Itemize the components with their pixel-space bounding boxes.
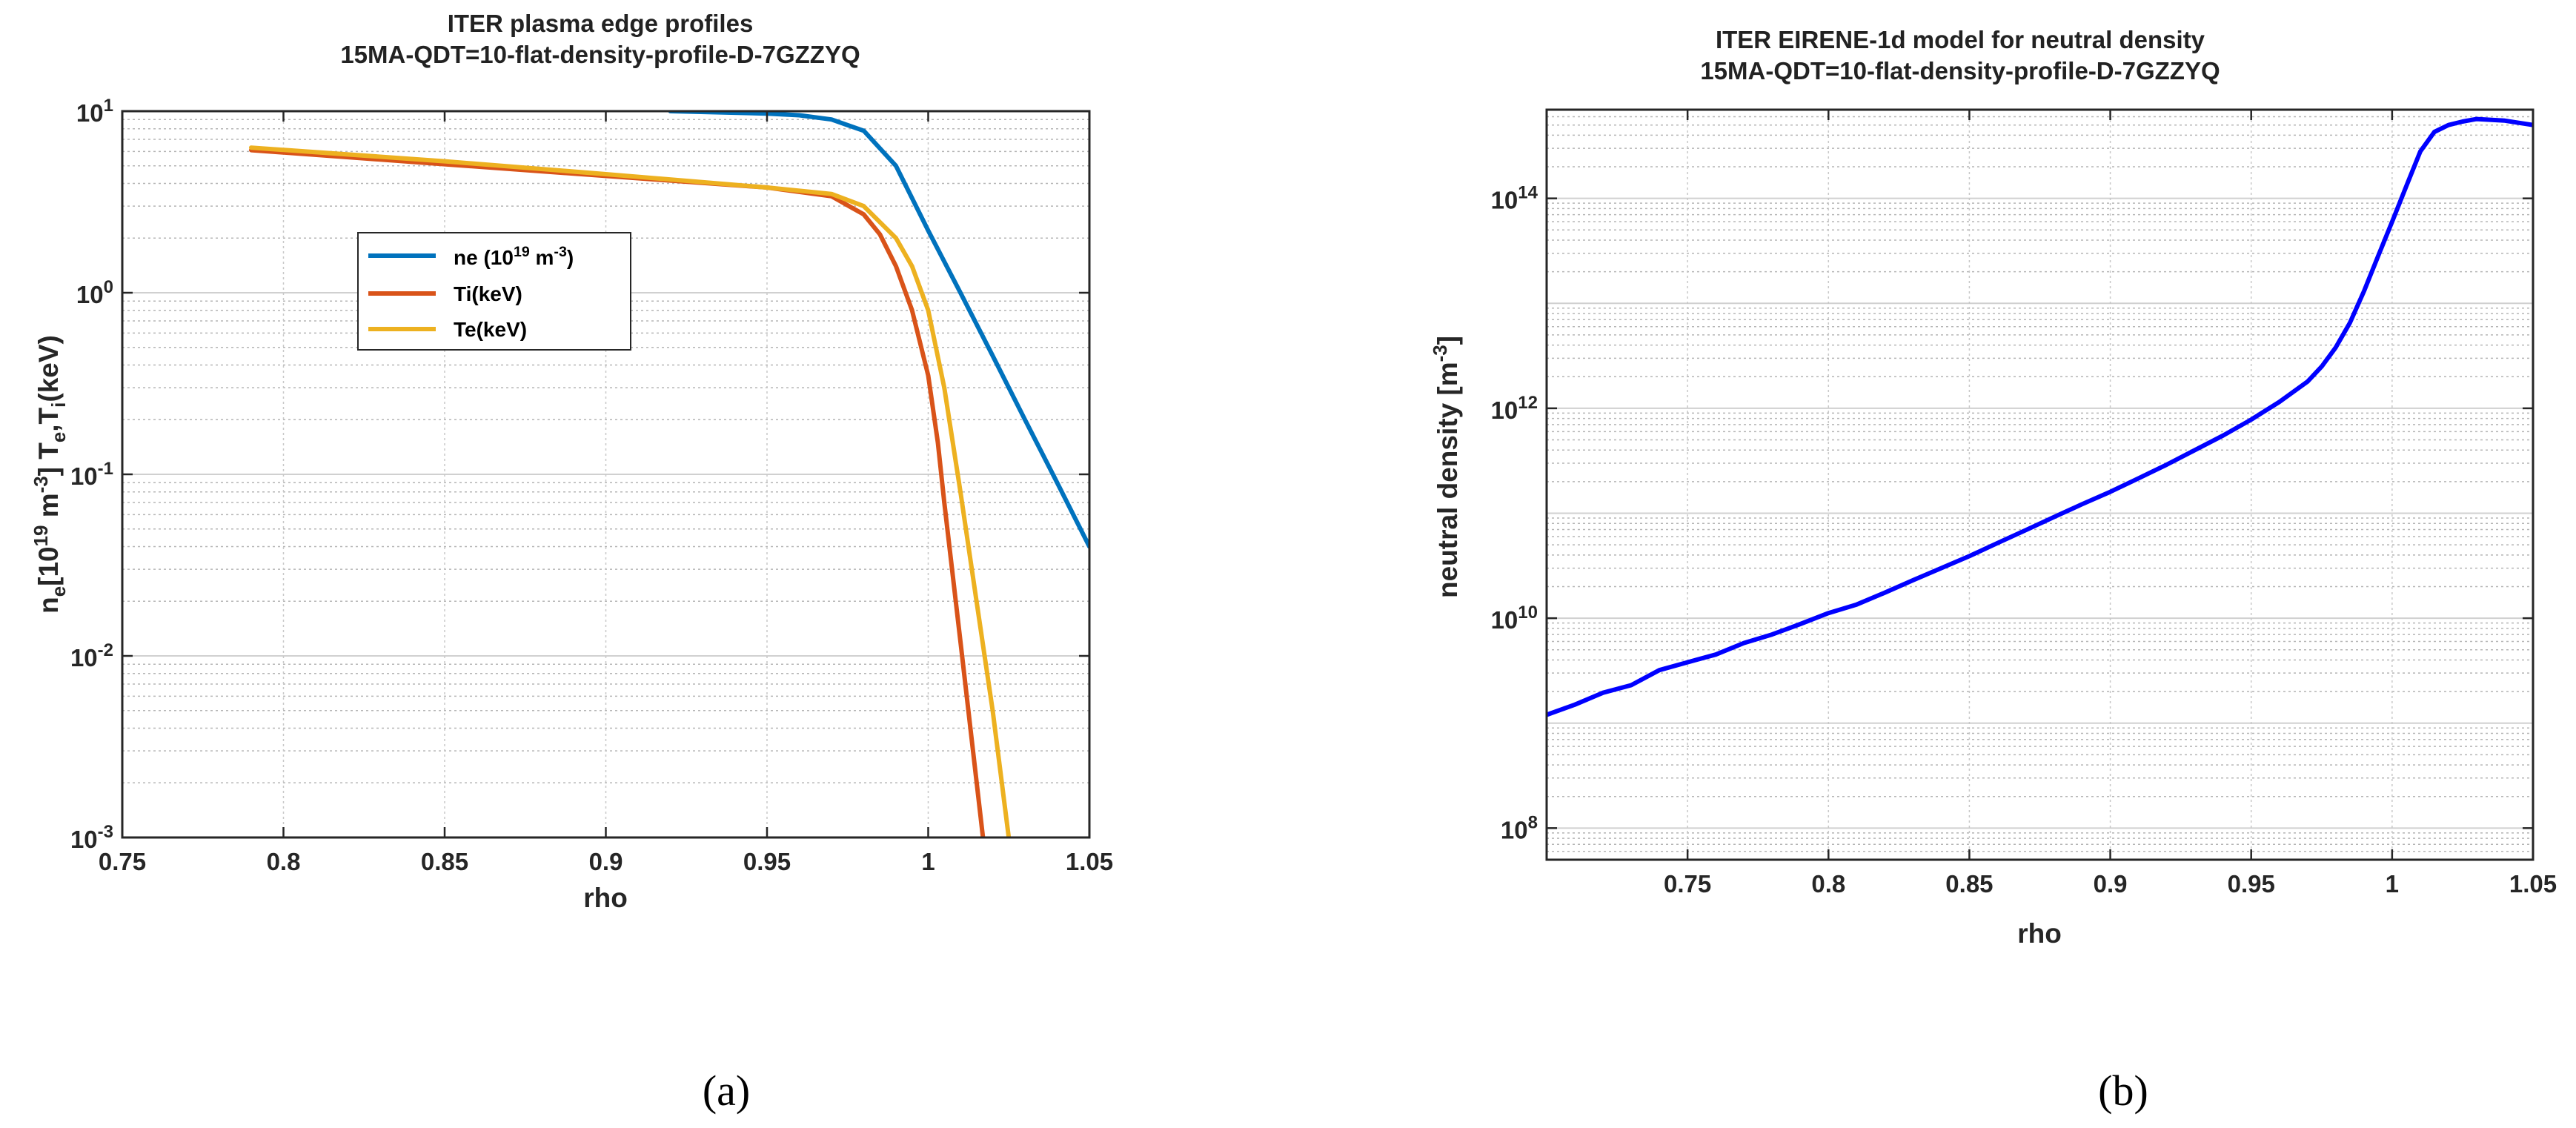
x-tick-label: 0.75 <box>1664 870 1711 898</box>
legend-label-te: Te(keV) <box>454 318 527 341</box>
panel-a-y-tick-labels: 101 100 10-1 10-2 10-3 <box>70 96 113 853</box>
x-tick-label: 0.8 <box>267 848 301 875</box>
y-tick-label: 101 <box>76 96 113 127</box>
panel-b: ITER EIRENE-1d model for neutral density… <box>1430 26 2557 1115</box>
panel-b-x-tick-labels: 0.75 0.8 0.85 0.9 0.95 1 1.05 <box>1664 870 2557 898</box>
panel-b-lines <box>1547 116 2533 717</box>
panel-b-title: ITER EIRENE-1d model for neutral density <box>1716 26 2205 53</box>
panel-b-axes-box <box>1545 108 2534 861</box>
panel-b-subtitle: 15MA-QDT=10-flat-density-profile-D-7GZZY… <box>1700 57 2220 84</box>
panel-b-y-axis-label: neutral density [m-3] <box>1430 336 1463 598</box>
panel-b-x-axis-label: rho <box>2017 918 2062 949</box>
x-tick-label: 1.05 <box>2509 870 2557 898</box>
x-tick-label: 1 <box>2386 870 2399 898</box>
panel-a-x-tick-labels: 0.75 0.8 0.85 0.9 0.95 1 1.05 <box>99 848 1113 875</box>
panel-a-x-axis-label: rho <box>583 883 628 913</box>
x-tick-label: 0.9 <box>2094 870 2128 898</box>
x-tick-label: 0.9 <box>589 848 623 875</box>
y-tick-label: 10-1 <box>70 459 113 490</box>
x-tick-label: 0.85 <box>421 848 468 875</box>
panel-a-caption: (a) <box>703 1066 750 1115</box>
x-tick-label: 1.05 <box>1066 848 1113 875</box>
panel-b-plot-bg <box>1547 110 2533 860</box>
panel-a-ticks <box>121 110 1091 839</box>
panel-b-y-tick-labels: 1014 1012 1010 108 <box>1491 183 1538 844</box>
x-tick-label: 0.95 <box>2228 870 2275 898</box>
y-tick-label: 100 <box>76 277 113 308</box>
y-tick-label: 10-2 <box>70 640 113 671</box>
panel-a-legend: ne (1019 m-3) Ti(keV) Te(keV) <box>357 232 631 351</box>
panel-b-ticks <box>1547 110 2534 860</box>
y-tick-label: 108 <box>1501 812 1538 843</box>
legend-label-ti: Ti(keV) <box>454 282 522 305</box>
panel-a: ITER plasma edge profiles 15MA-QDT=10-fl… <box>31 10 1113 1115</box>
x-tick-label: 0.8 <box>1811 870 1845 898</box>
panel-a-y-axis-label: ne[1019 m-3] Te,Ti(keV) <box>31 335 70 614</box>
y-tick-label: 1012 <box>1491 393 1538 424</box>
panel-b-caption: (b) <box>2098 1066 2148 1115</box>
x-tick-label: 0.85 <box>1945 870 1993 898</box>
legend-label-ne: ne (1019 m-3) <box>454 244 574 269</box>
series-line-ne <box>668 111 1089 549</box>
y-tick-label: 1010 <box>1491 603 1538 634</box>
y-tick-label: 10-3 <box>70 822 113 853</box>
x-tick-label: 1 <box>921 848 935 875</box>
panel-a-lines <box>249 111 1089 837</box>
x-tick-label: 0.75 <box>99 848 146 875</box>
x-tick-label: 0.95 <box>743 848 791 875</box>
panel-a-title: ITER plasma edge profiles <box>448 10 754 37</box>
y-tick-label: 1014 <box>1491 183 1538 214</box>
series-line-tekev <box>249 145 1012 837</box>
panel-a-subtitle: 15MA-QDT=10-flat-density-profile-D-7GZZY… <box>340 41 860 68</box>
series-line-neutral <box>1547 116 2533 717</box>
panel-b-grid <box>1547 109 2534 860</box>
